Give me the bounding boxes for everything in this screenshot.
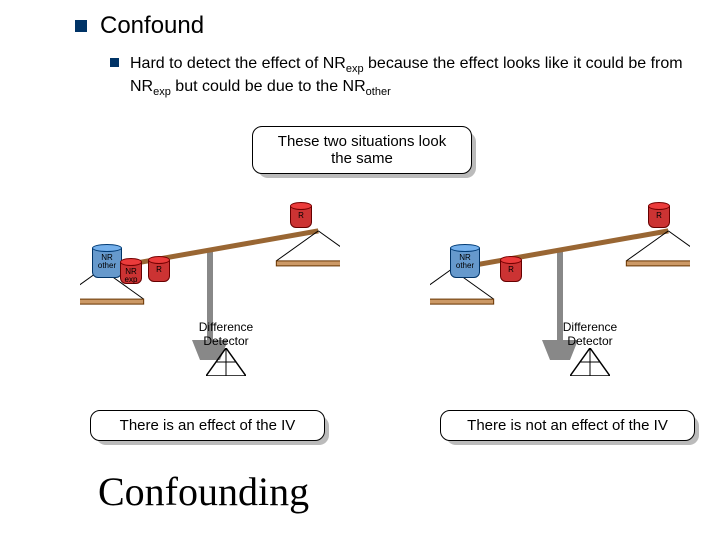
cylinder-label: R bbox=[648, 212, 670, 220]
cylinder: NRother bbox=[450, 248, 480, 278]
slide-title: Confound bbox=[100, 12, 204, 40]
detector-label: Difference Detector bbox=[186, 320, 266, 348]
caption-left: There is an effect of the IV bbox=[90, 410, 325, 441]
callout-box: These two situations look the same bbox=[252, 126, 472, 174]
detector-label: Difference Detector bbox=[550, 320, 630, 348]
cylinder-label: NRother bbox=[450, 254, 480, 270]
cylinder-label: R bbox=[290, 212, 312, 220]
cylinder: NRother bbox=[92, 248, 122, 278]
cylinder: R bbox=[290, 206, 312, 228]
bullet-sub bbox=[110, 58, 119, 67]
cylinder-label: NRexp bbox=[120, 268, 142, 284]
detector-icon bbox=[206, 348, 246, 376]
cylinder: NRexp bbox=[120, 262, 142, 284]
cylinder-label: R bbox=[500, 266, 522, 274]
caption-right: There is not an effect of the IV bbox=[440, 410, 695, 441]
detector-icon bbox=[570, 348, 610, 376]
cylinder: R bbox=[148, 260, 170, 282]
cylinder-label: NRother bbox=[92, 254, 122, 270]
cylinder: R bbox=[500, 260, 522, 282]
slide-subtext: Hard to detect the effect of NRexp becau… bbox=[130, 54, 690, 100]
bullet-main bbox=[75, 20, 87, 32]
confounding-title: Confounding bbox=[98, 468, 309, 515]
cylinder-label: R bbox=[148, 266, 170, 274]
cylinder: R bbox=[648, 206, 670, 228]
